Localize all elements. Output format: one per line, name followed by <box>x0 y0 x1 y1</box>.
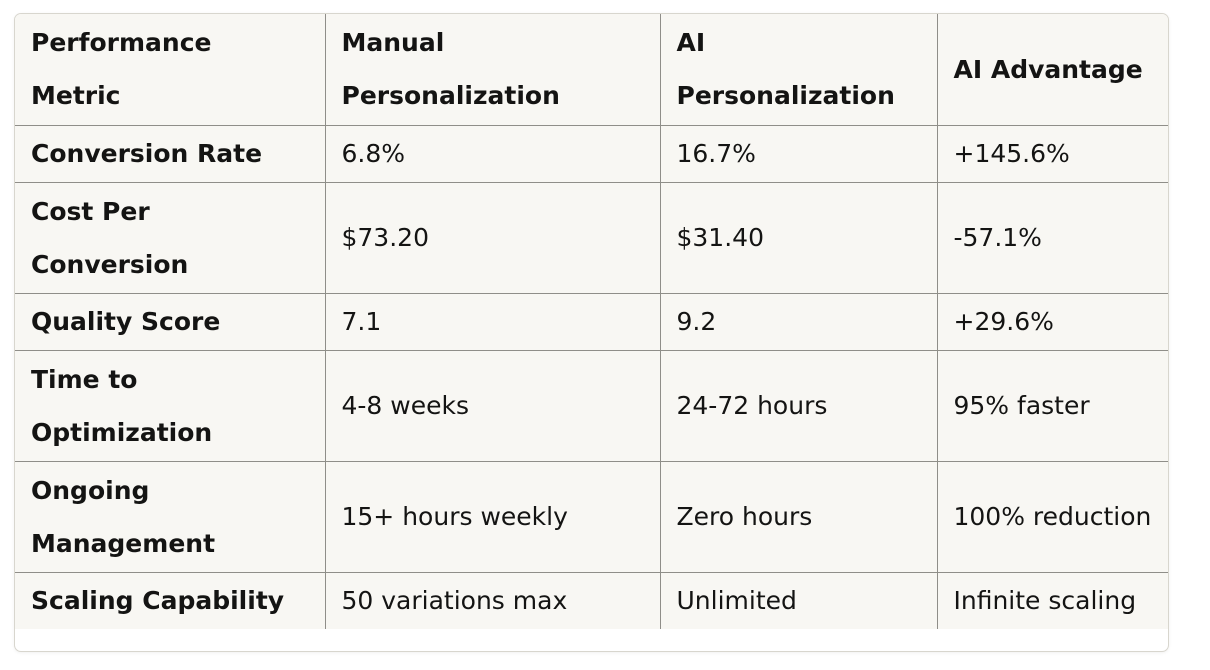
manual-cell: 7.1 <box>325 293 661 351</box>
table-row: Time to Optimization 4-8 weeks 24-72 hou… <box>15 350 1168 462</box>
ai-cell: 24-72 hours <box>660 350 938 462</box>
table-header-row: Performance Metric Manual Personalizatio… <box>15 14 1168 126</box>
advantage-cell: 95% faster <box>937 350 1168 462</box>
manual-cell: 6.8% <box>325 125 661 183</box>
metric-cell: Cost Per Conversion <box>15 182 326 294</box>
advantage-cell: +145.6% <box>937 125 1168 183</box>
advantage-cell: Infinite scaling <box>953 586 1137 616</box>
header-ai-advantage: AI Advantage <box>937 14 1168 126</box>
table-row: Conversion Rate 6.8% 16.7% +145.6% <box>15 125 1168 183</box>
metric-cell: Quality Score <box>15 293 326 351</box>
ai-cell: Unlimited <box>660 572 938 629</box>
ai-cell: 9.2 <box>660 293 938 351</box>
advantage-cell: +29.6% <box>937 293 1168 351</box>
manual-cell: 4-8 weeks <box>325 350 661 462</box>
ai-cell: 16.7% <box>660 125 938 183</box>
manual-cell: $73.20 <box>325 182 661 294</box>
advantage-cell: -57.1% <box>937 182 1168 294</box>
table-row: Ongoing Management 15+ hours weekly Zero… <box>15 461 1168 573</box>
manual-cell: 15+ hours weekly <box>325 461 661 573</box>
ai-cell: $31.40 <box>660 182 938 294</box>
ai-cell: Zero hours <box>660 461 938 573</box>
header-ai-personalization: AI Personalization <box>660 14 938 126</box>
advantage-cell: 100% reduction <box>937 461 1168 573</box>
manual-cell: 50 variations max <box>325 572 661 629</box>
metric-cell: Ongoing Management <box>15 461 326 573</box>
metric-cell: Scaling Capability <box>15 572 326 629</box>
header-manual-personalization: Manual Personalization <box>325 14 661 126</box>
table-row: Scaling Capability 50 variations max Unl… <box>15 572 1168 629</box>
table-row: Quality Score 7.1 9.2 +29.6% <box>15 293 1168 351</box>
header-performance-metric: Performance Metric <box>15 14 326 126</box>
comparison-table: Performance Metric Manual Personalizatio… <box>15 14 1168 629</box>
metric-cell: Conversion Rate <box>15 125 326 183</box>
table-row: Cost Per Conversion $73.20 $31.40 -57.1% <box>15 182 1168 294</box>
comparison-table-card: Performance Metric Manual Personalizatio… <box>14 13 1169 652</box>
metric-cell: Time to Optimization <box>15 350 326 462</box>
